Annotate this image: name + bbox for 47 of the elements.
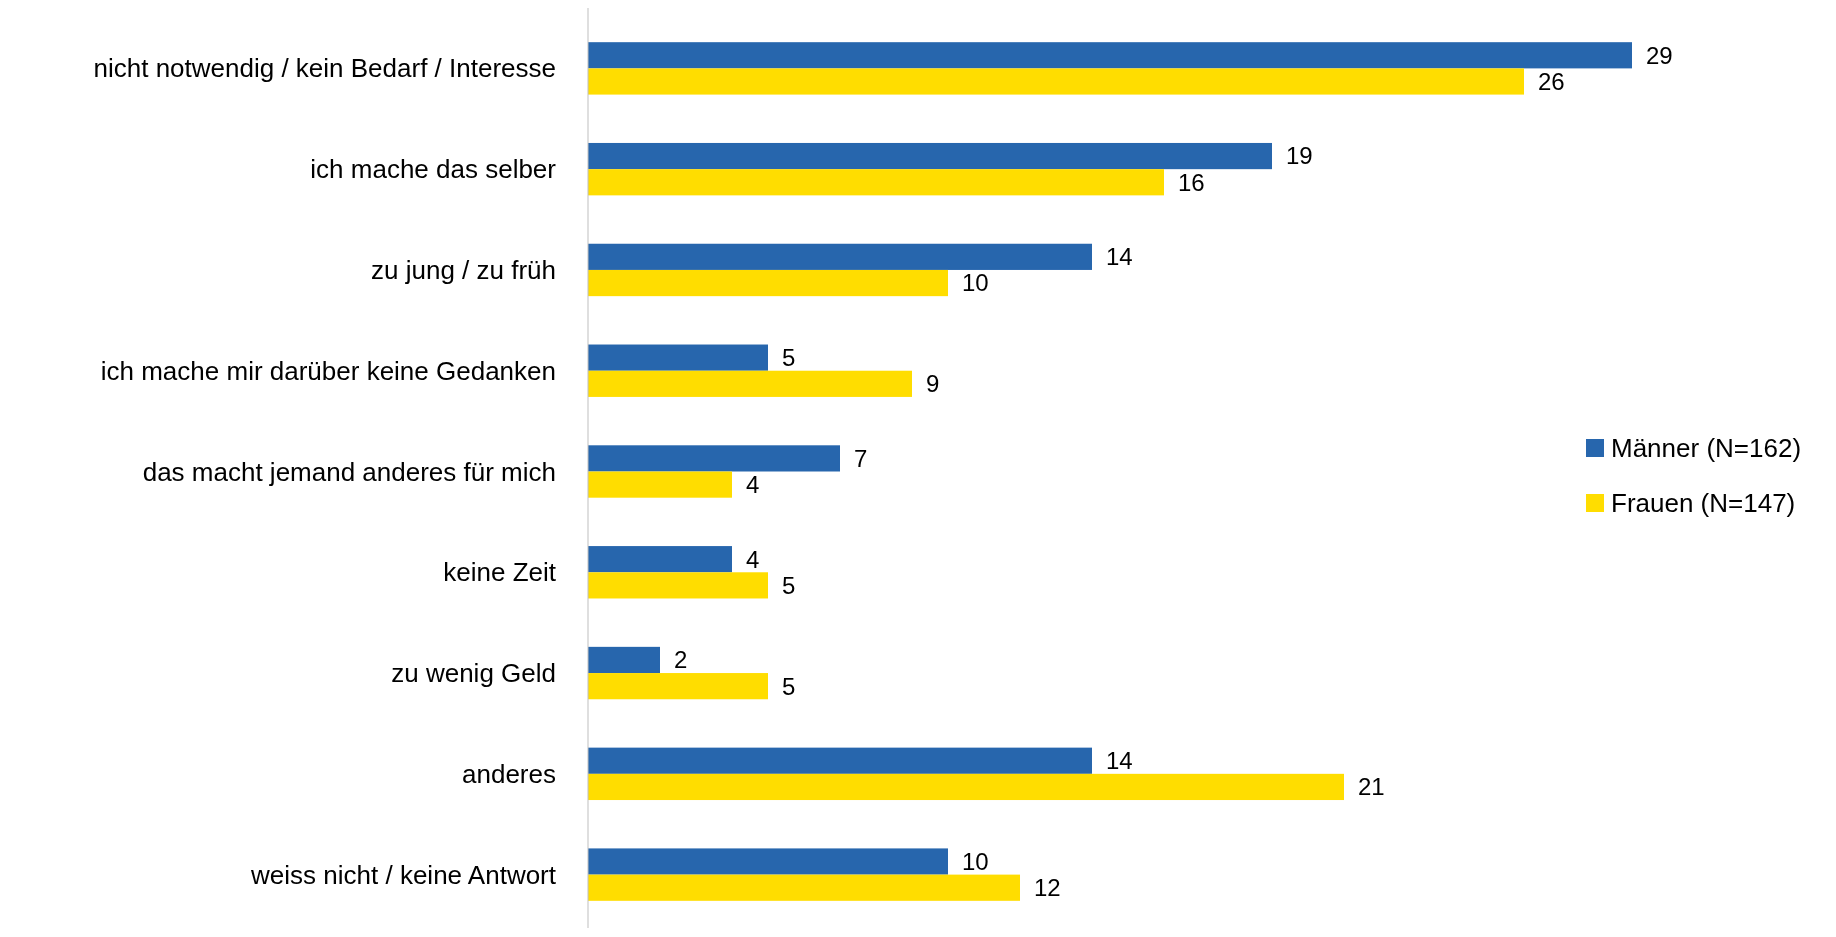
y-tick-label: weiss nicht / keine Antwort [250,859,557,890]
data-label: 10 [962,847,989,875]
bar [588,673,768,700]
bar [588,142,1272,170]
y-tick-label: zu wenig Geld [391,658,556,689]
y-tick-label: zu jung / zu früh [371,255,556,286]
y-tick-label: anderes [462,758,556,789]
data-label: 14 [1106,243,1133,271]
data-label: 5 [782,344,796,372]
y-tick-label: ich mache mir darüber keine Gedanken [100,355,556,386]
bar [588,773,1344,801]
bar [588,471,732,498]
data-label: 19 [1286,142,1313,170]
bar [588,344,768,371]
data-label: 10 [962,269,989,297]
bar [588,572,768,599]
data-label: 16 [1178,168,1205,196]
data-label: 5 [782,672,796,700]
data-label: 26 [1538,67,1565,95]
data-label: 4 [746,545,760,573]
data-label: 9 [926,370,940,398]
bar [588,848,948,875]
data-label: 4 [746,471,760,498]
y-tick-label: nicht notwendig / kein Bedarf / Interesse [93,53,556,84]
y-tick-label: ich mache das selber [310,154,557,185]
bar [588,646,660,674]
y-tick-label: das macht jemand anderes für mich [142,456,556,487]
data-label: 29 [1646,41,1673,69]
bar [588,243,1092,270]
bar [588,874,1020,901]
bar [588,546,732,573]
data-label: 14 [1106,747,1133,775]
bar [588,269,948,297]
data-label: 2 [674,646,688,674]
data-label: 5 [782,571,796,599]
bar [588,68,1524,95]
bar [588,370,912,397]
y-tick-label: keine Zeit [443,557,557,588]
bar [588,445,840,472]
legend-label: Männer (N=162) [1611,433,1802,464]
legend-label: Frauen (N=147) [1611,488,1796,519]
bar [588,42,1632,69]
data-label: 21 [1358,773,1385,801]
bar [588,169,1164,196]
bar [588,747,1092,774]
data-label: 12 [1034,874,1061,902]
data-label: 7 [854,444,868,472]
